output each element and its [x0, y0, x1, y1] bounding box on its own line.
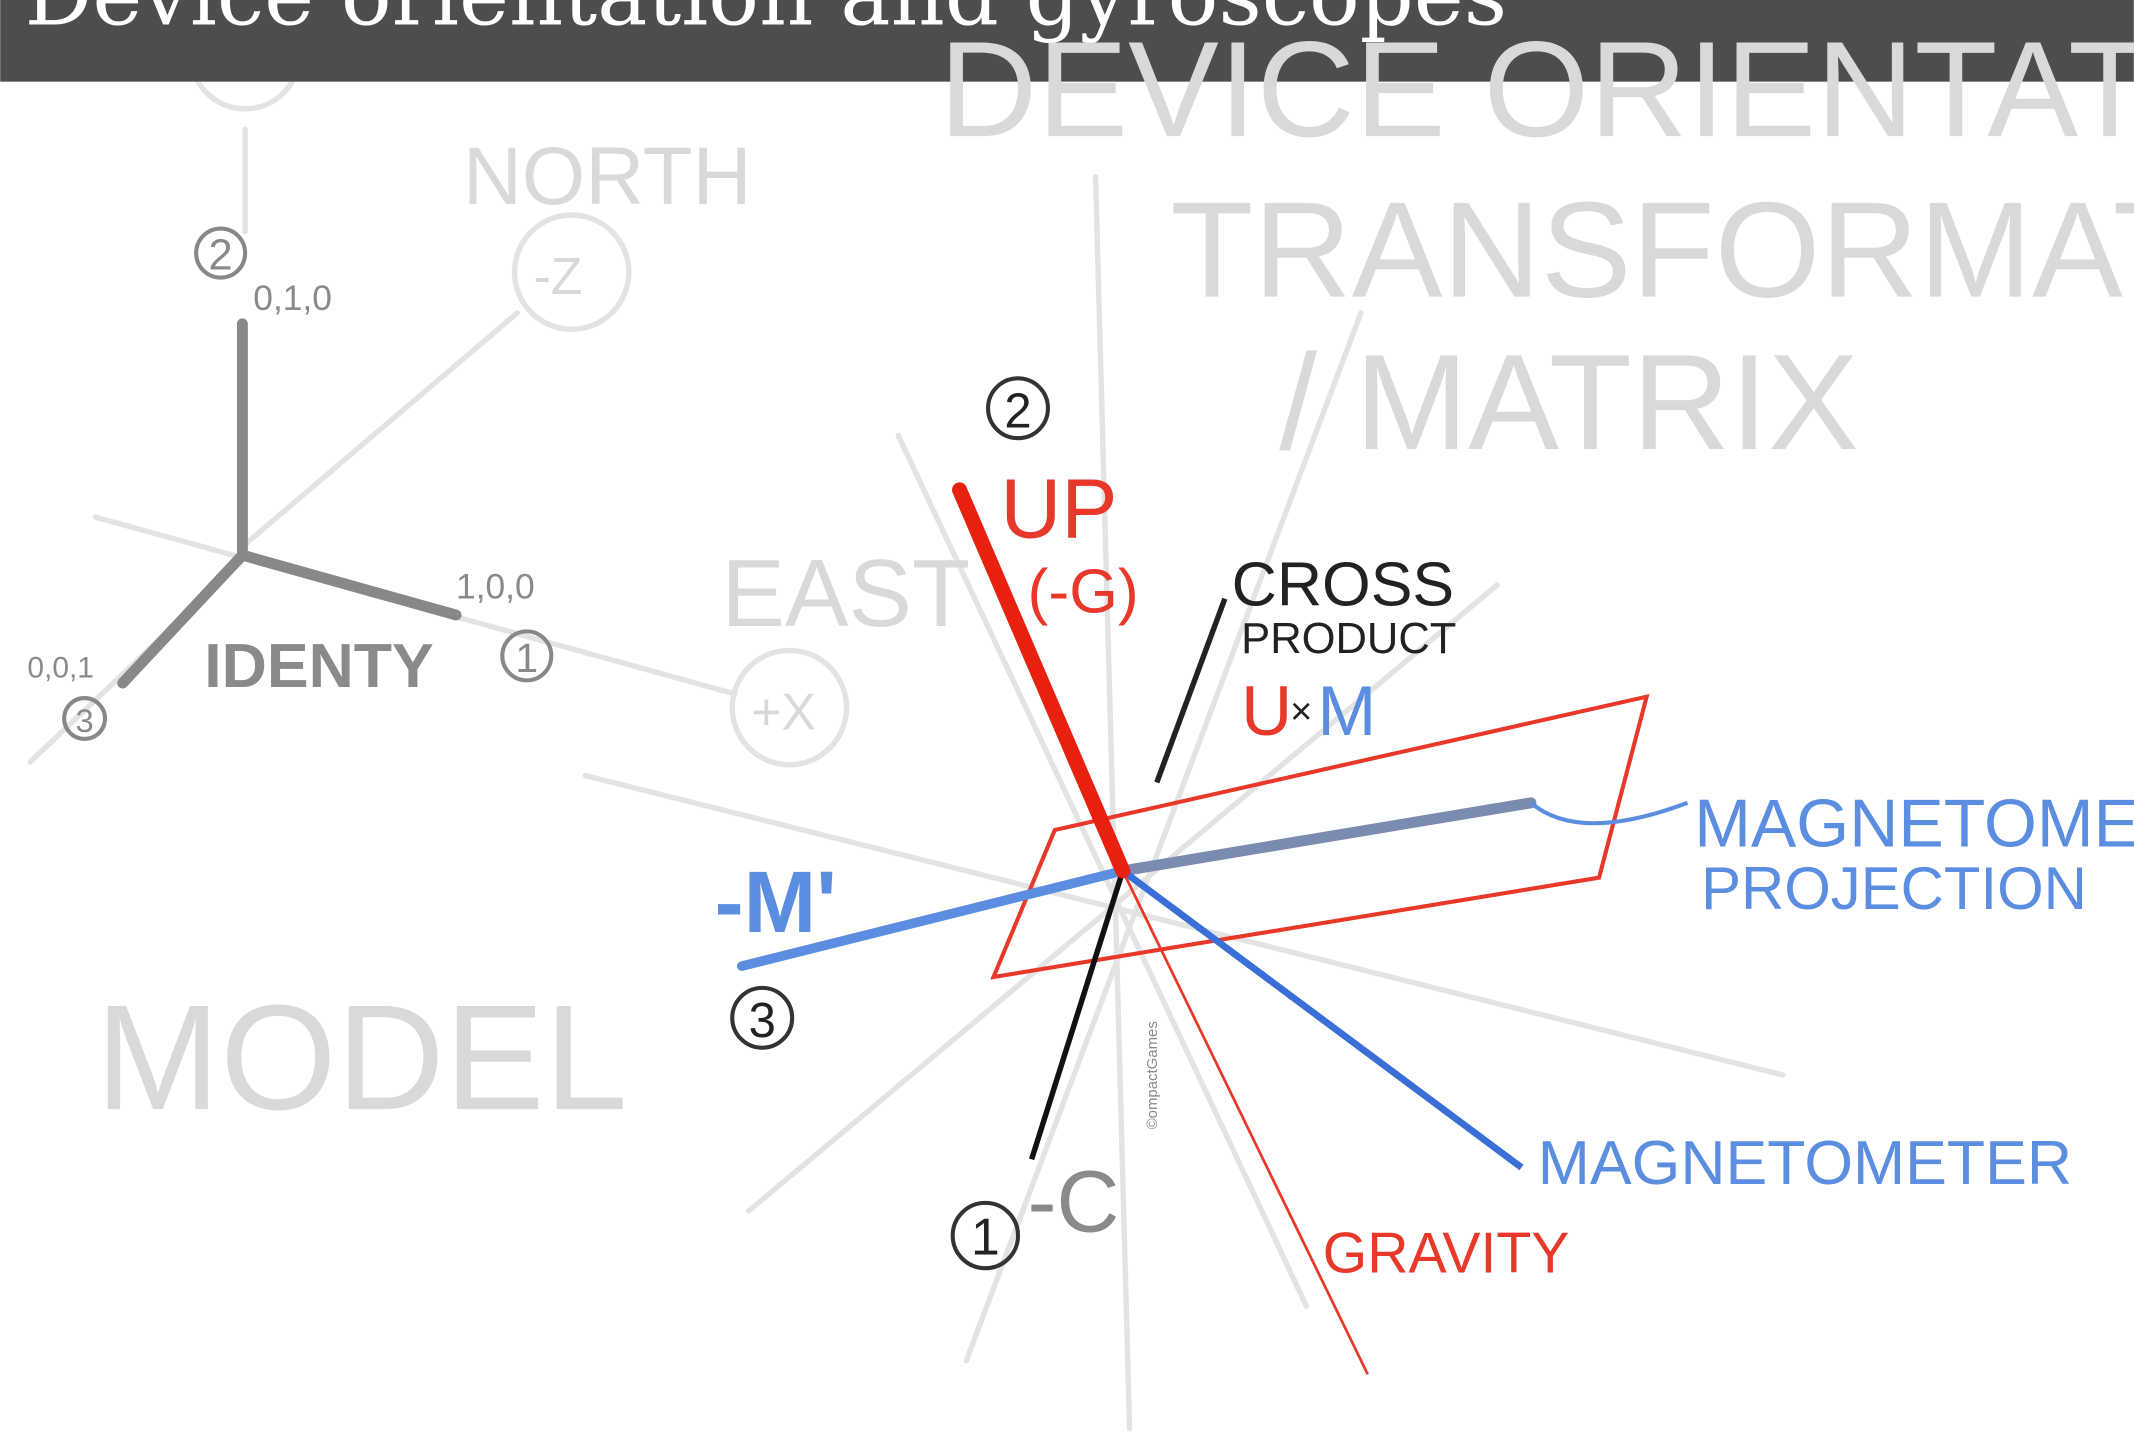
cross-label: CROSS	[1232, 550, 1455, 620]
projection-vector	[1123, 803, 1531, 871]
projection-label: PROJECTION	[1701, 855, 2087, 922]
north-axis: -Z	[534, 247, 583, 305]
up-sub-label: (-G)	[1028, 556, 1139, 626]
axis-number: 3	[749, 994, 776, 1048]
model-label: MODEL	[95, 974, 627, 1141]
m-label: M	[1317, 671, 1376, 750]
u-label: U	[1241, 671, 1292, 750]
callout-curve	[1531, 803, 1687, 823]
east-axis: +X	[751, 682, 816, 740]
magnetometer-label: MAGNETOMETER	[1538, 1128, 2072, 1198]
minus-m-label: -M'	[715, 854, 837, 951]
minus-c-vector	[1032, 871, 1123, 1159]
north-label: NORTH	[463, 131, 752, 222]
slide: Device orientation and gyroscopes DEVICE…	[0, 0, 2134, 1441]
minus-c-label: -C	[1028, 1153, 1120, 1250]
product-label: PRODUCT	[1241, 615, 1456, 663]
projection-label: MAGNETOMETER'	[1694, 785, 2134, 861]
axis-coords: 0,0,1	[27, 652, 94, 685]
axis-number: 1	[971, 1208, 1000, 1266]
east-label: EAST	[721, 541, 970, 647]
heading-line: / MATRIX	[1279, 326, 1859, 478]
cross-vector	[1157, 599, 1225, 783]
gravity-label: GRAVITY	[1323, 1221, 1570, 1285]
heading-line: DEVICE ORIENTATION	[939, 13, 2134, 165]
times-label: ×	[1290, 691, 1312, 733]
axis-coords: 0,1,0	[253, 279, 332, 318]
axis-number: 2	[1004, 384, 1031, 438]
axis-number: 3	[75, 702, 93, 739]
axis-number: 2	[209, 231, 233, 279]
heading-line: TRANSFORMATION	[1170, 174, 2134, 326]
magnetometer-vector	[1123, 871, 1522, 1168]
axis-number: 1	[515, 635, 538, 681]
axis-coords: 1,0,0	[456, 568, 535, 607]
credit: ©ompactGames	[1144, 1021, 1161, 1129]
identity-label: IDENTY	[204, 631, 433, 701]
up-label: UP	[1000, 461, 1117, 555]
page: {"header": {"title": "Device orientation…	[0, 0, 2134, 1441]
